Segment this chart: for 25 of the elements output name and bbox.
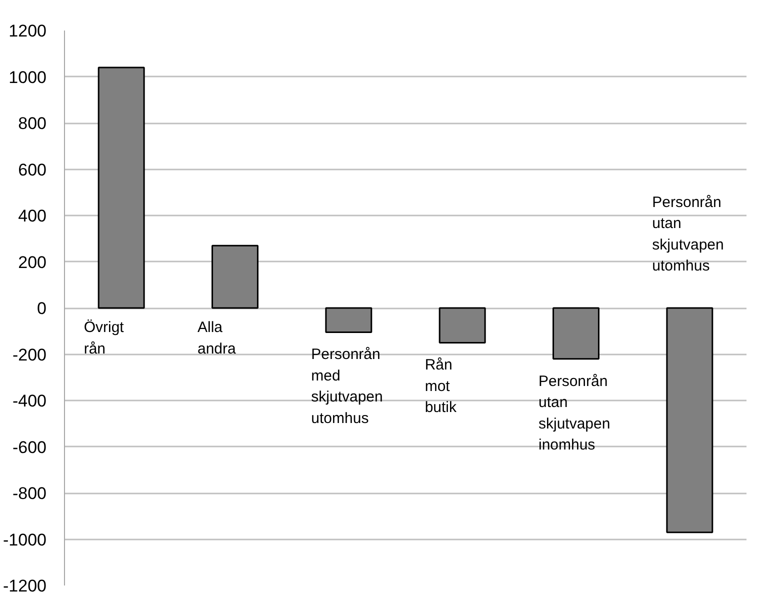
y-tick-label: 400: [18, 206, 47, 226]
y-tick-label: 0: [37, 299, 47, 318]
bar: [438, 307, 486, 344]
x-tick-label: Personrån med skjutvapen utomhus: [311, 346, 383, 427]
x-tick-label: Övrigt rån: [84, 319, 125, 358]
x-tick-label: Rån mot butik: [424, 356, 458, 416]
bar: [212, 244, 258, 309]
bar: [552, 307, 600, 360]
y-tick-label: -1000: [3, 530, 47, 550]
x-tick-label: Personrån utan skjutvapen utomhus: [652, 194, 724, 275]
y-tick-label: -1200: [3, 576, 47, 596]
y-tick-label: 800: [18, 114, 47, 133]
y-tick-label: 200: [18, 252, 47, 272]
y-tick-label: -600: [12, 438, 47, 457]
y-tick-label: -200: [12, 345, 47, 364]
y-tick-label: 1000: [8, 68, 47, 87]
y-tick-label: -800: [12, 484, 47, 503]
bar: [666, 307, 714, 534]
y-tick-label: 1200: [8, 22, 47, 40]
bar: [98, 66, 145, 309]
y-tick-label: -400: [12, 392, 47, 410]
x-tick-label: Personrån utan skjutvapen inomhus: [538, 372, 610, 454]
x-tick-label: Alla andra: [197, 319, 237, 358]
y-tick-label: 600: [18, 160, 47, 180]
bar: [325, 307, 372, 334]
